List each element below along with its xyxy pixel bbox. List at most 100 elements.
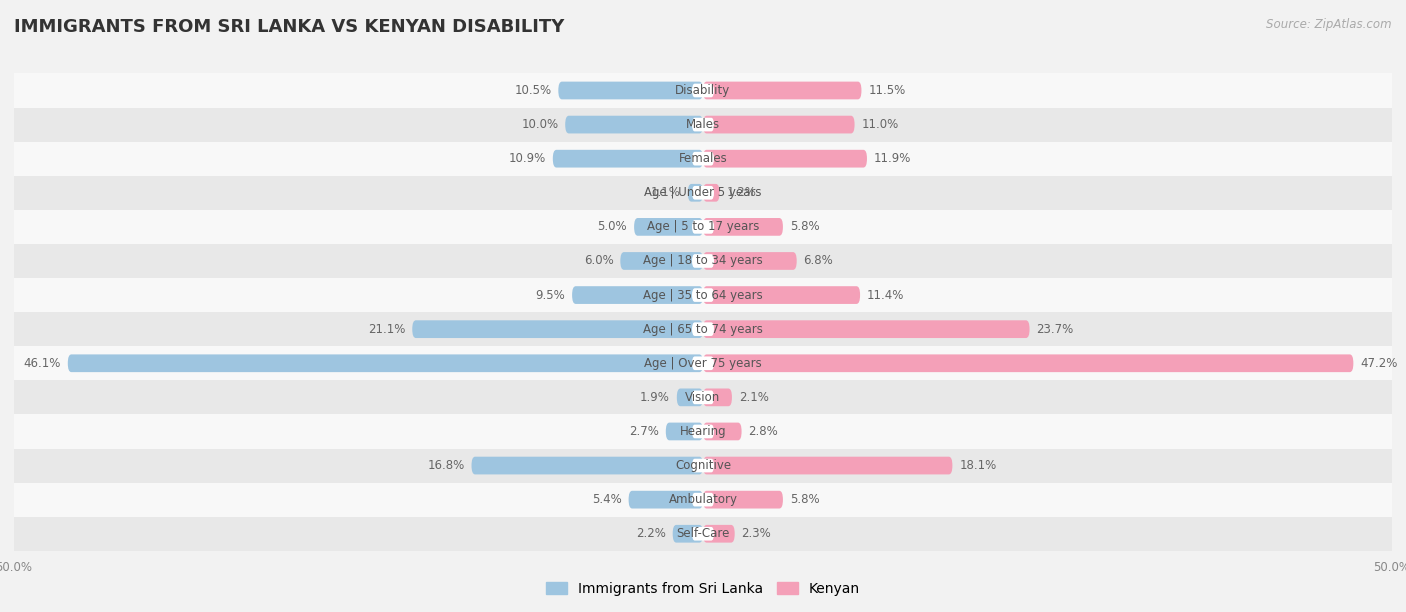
FancyBboxPatch shape [620, 252, 703, 270]
FancyBboxPatch shape [703, 354, 1354, 372]
FancyBboxPatch shape [634, 218, 703, 236]
FancyBboxPatch shape [703, 491, 783, 509]
Text: 23.7%: 23.7% [1036, 323, 1074, 335]
Bar [14, 108, 1392, 141]
Text: Cognitive: Cognitive [675, 459, 731, 472]
FancyBboxPatch shape [672, 525, 703, 543]
Text: 11.5%: 11.5% [869, 84, 905, 97]
FancyBboxPatch shape [692, 323, 714, 336]
Text: Females: Females [679, 152, 727, 165]
FancyBboxPatch shape [572, 286, 703, 304]
Text: 18.1%: 18.1% [959, 459, 997, 472]
Text: 2.2%: 2.2% [636, 528, 666, 540]
FancyBboxPatch shape [412, 320, 703, 338]
Bar [14, 312, 1392, 346]
Text: 5.0%: 5.0% [598, 220, 627, 233]
Text: 11.9%: 11.9% [875, 152, 911, 165]
Legend: Immigrants from Sri Lanka, Kenyan: Immigrants from Sri Lanka, Kenyan [540, 576, 866, 601]
Text: Self-Care: Self-Care [676, 528, 730, 540]
Text: 5.4%: 5.4% [592, 493, 621, 506]
FancyBboxPatch shape [703, 150, 868, 168]
Bar [14, 346, 1392, 380]
FancyBboxPatch shape [628, 491, 703, 509]
Text: 11.4%: 11.4% [868, 289, 904, 302]
FancyBboxPatch shape [703, 320, 1029, 338]
Text: 10.5%: 10.5% [515, 84, 551, 97]
FancyBboxPatch shape [692, 84, 714, 97]
FancyBboxPatch shape [565, 116, 703, 133]
Text: 10.0%: 10.0% [522, 118, 558, 131]
Text: 9.5%: 9.5% [536, 289, 565, 302]
Text: 6.0%: 6.0% [583, 255, 613, 267]
FancyBboxPatch shape [692, 390, 714, 404]
Text: 46.1%: 46.1% [24, 357, 60, 370]
Bar [14, 176, 1392, 210]
FancyBboxPatch shape [703, 252, 797, 270]
Bar [14, 73, 1392, 108]
Text: Age | Over 75 years: Age | Over 75 years [644, 357, 762, 370]
Text: 2.3%: 2.3% [741, 528, 772, 540]
FancyBboxPatch shape [692, 527, 714, 540]
FancyBboxPatch shape [703, 389, 733, 406]
FancyBboxPatch shape [703, 423, 741, 440]
FancyBboxPatch shape [471, 457, 703, 474]
Text: Age | 35 to 64 years: Age | 35 to 64 years [643, 289, 763, 302]
FancyBboxPatch shape [692, 356, 714, 370]
FancyBboxPatch shape [692, 220, 714, 234]
FancyBboxPatch shape [692, 288, 714, 302]
FancyBboxPatch shape [553, 150, 703, 168]
Text: Hearing: Hearing [679, 425, 727, 438]
Text: 10.9%: 10.9% [509, 152, 546, 165]
Text: 5.8%: 5.8% [790, 493, 820, 506]
FancyBboxPatch shape [676, 389, 703, 406]
Text: Vision: Vision [685, 391, 721, 404]
Text: 47.2%: 47.2% [1360, 357, 1398, 370]
Text: Ambulatory: Ambulatory [668, 493, 738, 506]
Bar [14, 278, 1392, 312]
FancyBboxPatch shape [67, 354, 703, 372]
Text: Age | Under 5 years: Age | Under 5 years [644, 186, 762, 200]
FancyBboxPatch shape [703, 286, 860, 304]
FancyBboxPatch shape [703, 184, 720, 201]
Text: Males: Males [686, 118, 720, 131]
FancyBboxPatch shape [692, 425, 714, 438]
FancyBboxPatch shape [703, 81, 862, 99]
FancyBboxPatch shape [692, 254, 714, 268]
Text: Source: ZipAtlas.com: Source: ZipAtlas.com [1267, 18, 1392, 31]
Text: 1.9%: 1.9% [640, 391, 669, 404]
Bar [14, 517, 1392, 551]
Text: IMMIGRANTS FROM SRI LANKA VS KENYAN DISABILITY: IMMIGRANTS FROM SRI LANKA VS KENYAN DISA… [14, 18, 564, 36]
Text: 6.8%: 6.8% [804, 255, 834, 267]
Text: 2.1%: 2.1% [738, 391, 769, 404]
Text: 2.8%: 2.8% [748, 425, 778, 438]
FancyBboxPatch shape [692, 186, 714, 200]
Bar [14, 449, 1392, 483]
Text: 5.8%: 5.8% [790, 220, 820, 233]
Bar [14, 141, 1392, 176]
Text: Age | 5 to 17 years: Age | 5 to 17 years [647, 220, 759, 233]
FancyBboxPatch shape [692, 152, 714, 165]
FancyBboxPatch shape [692, 459, 714, 472]
Text: 2.7%: 2.7% [628, 425, 659, 438]
Text: 16.8%: 16.8% [427, 459, 464, 472]
FancyBboxPatch shape [703, 525, 735, 543]
FancyBboxPatch shape [558, 81, 703, 99]
Text: 21.1%: 21.1% [368, 323, 405, 335]
Bar [14, 210, 1392, 244]
Text: Age | 18 to 34 years: Age | 18 to 34 years [643, 255, 763, 267]
Bar [14, 483, 1392, 517]
Bar [14, 414, 1392, 449]
Text: 1.2%: 1.2% [727, 186, 756, 200]
FancyBboxPatch shape [692, 493, 714, 507]
FancyBboxPatch shape [692, 118, 714, 132]
Text: 1.1%: 1.1% [651, 186, 681, 200]
FancyBboxPatch shape [688, 184, 703, 201]
Text: Age | 65 to 74 years: Age | 65 to 74 years [643, 323, 763, 335]
Bar [14, 244, 1392, 278]
FancyBboxPatch shape [703, 218, 783, 236]
FancyBboxPatch shape [703, 457, 952, 474]
Text: 11.0%: 11.0% [862, 118, 898, 131]
FancyBboxPatch shape [703, 116, 855, 133]
FancyBboxPatch shape [666, 423, 703, 440]
Text: Disability: Disability [675, 84, 731, 97]
